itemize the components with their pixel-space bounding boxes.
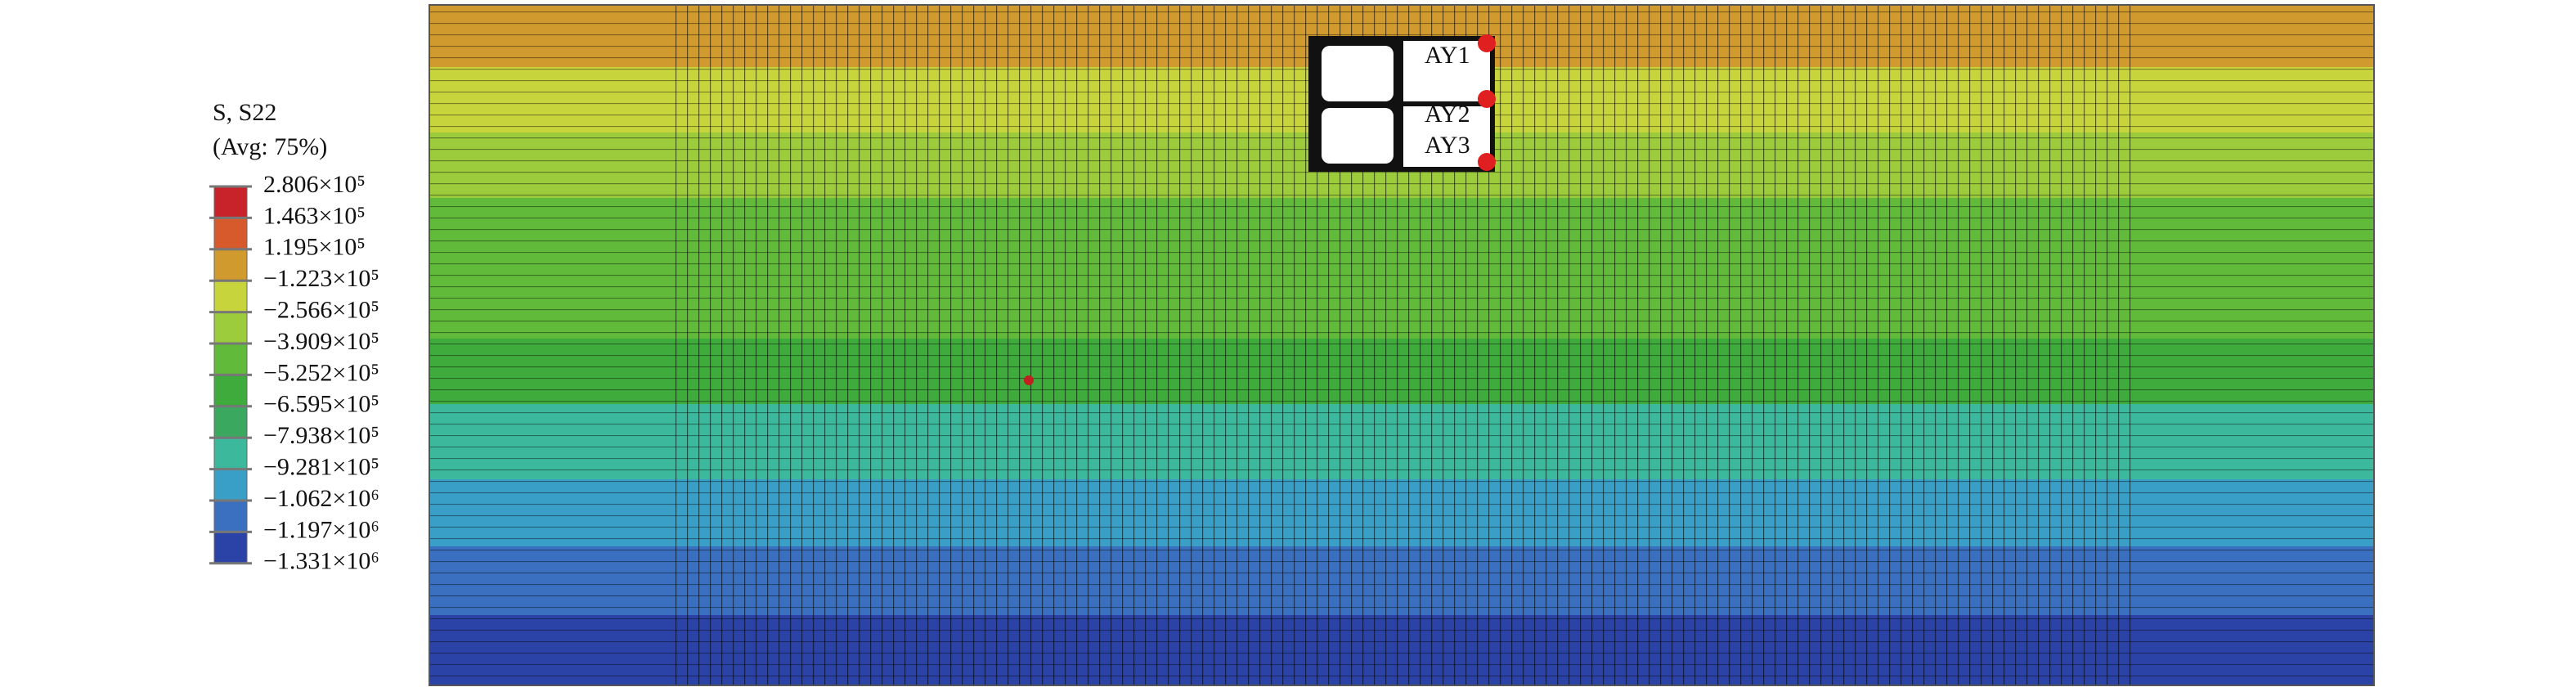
monitor-point	[1478, 153, 1496, 171]
cell	[1403, 106, 1490, 167]
legend-swatch	[213, 374, 248, 407]
legend-swatch	[213, 437, 248, 470]
point-label: AY3	[1425, 132, 1470, 159]
marker	[1024, 375, 1034, 385]
legend-title: S, S22	[213, 99, 276, 126]
cell	[1322, 46, 1393, 101]
legend-swatch	[213, 500, 248, 532]
monitor-point	[1478, 90, 1496, 108]
legend-label: −6.595×10⁵	[263, 391, 379, 418]
legend-swatch	[213, 186, 248, 218]
legend-label: −9.281×10⁵	[263, 453, 379, 480]
legend-swatch	[213, 312, 248, 344]
cell	[1403, 41, 1490, 101]
point-label: AY1	[1425, 42, 1470, 69]
legend-label: −3.909×10⁵	[263, 328, 379, 355]
legend-label: −1.223×10⁵	[263, 265, 379, 292]
monitor-point	[1478, 34, 1496, 52]
legend-swatch	[213, 469, 248, 501]
legend-label: −1.197×10⁶	[263, 516, 379, 543]
legend-swatch	[213, 343, 248, 375]
legend-swatch	[213, 249, 248, 281]
point-label: AY2	[1425, 101, 1470, 128]
legend-swatch	[213, 406, 248, 438]
legend-swatch	[213, 531, 248, 564]
legend-label: −5.252×10⁵	[263, 359, 379, 386]
legend-label: 1.195×10⁵	[263, 234, 366, 261]
legend-label: −2.566×10⁵	[263, 296, 379, 323]
legend-label: 2.806×10⁵	[263, 171, 366, 198]
legend-swatch	[213, 217, 248, 250]
cell	[1322, 108, 1393, 164]
model-border	[429, 4, 2375, 686]
legend-label: −1.062×10⁶	[263, 485, 379, 512]
legend-swatch	[213, 280, 248, 313]
legend-label: −1.331×10⁶	[263, 548, 379, 575]
legend-label: −7.938×10⁵	[263, 422, 379, 449]
opening: AY1 AY2 AY3	[1308, 34, 1496, 172]
legend: 2.806×10⁵ 1.463×10⁵ 1.195×10⁵ −1.223×10⁵ −2.…	[209, 171, 379, 575]
legend-label: 1.463×10⁵	[263, 202, 366, 229]
legend-subtitle: (Avg: 75%)	[213, 133, 327, 160]
